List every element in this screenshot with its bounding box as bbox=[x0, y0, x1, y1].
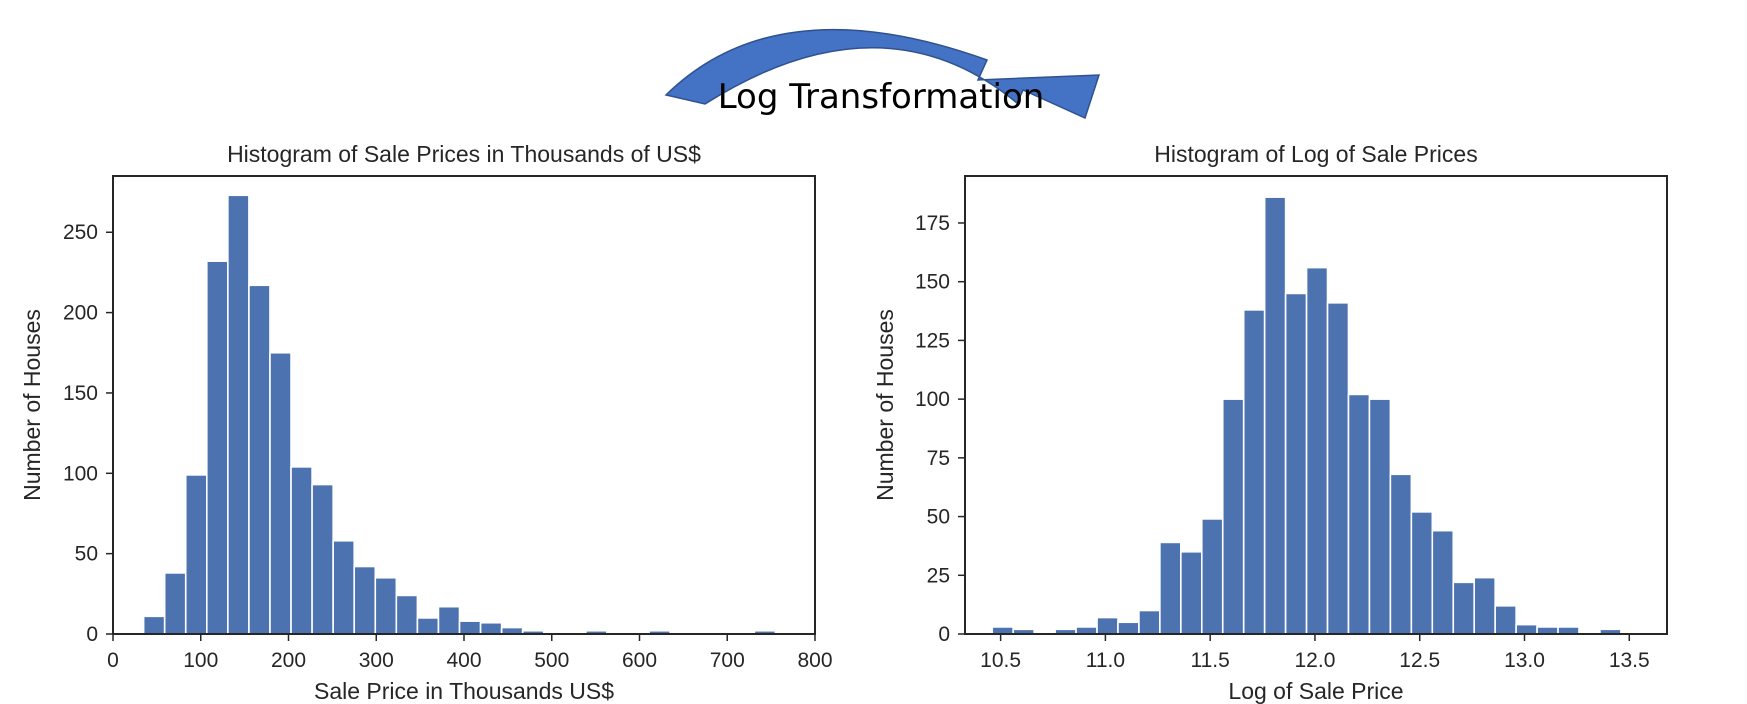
histogram-bar bbox=[227, 194, 250, 635]
histogram-bar bbox=[269, 351, 292, 635]
histogram-bar bbox=[1221, 398, 1245, 635]
x-ticks-left: 0 100 200 300 400 500 600 700 800 bbox=[107, 634, 833, 672]
histogram-bar bbox=[311, 483, 334, 635]
x-tick-label: 700 bbox=[710, 649, 745, 672]
y-tick-label: 0 bbox=[86, 623, 98, 646]
x-axis-label-left: Sale Price in Thousands US$ bbox=[314, 678, 614, 704]
x-ticks-right: 10.5 11.0 11.5 12.0 12.5 13.0 13.5 bbox=[980, 634, 1650, 672]
y-tick-label: 25 bbox=[927, 564, 950, 587]
histogram-bar bbox=[1536, 626, 1559, 635]
y-tick-label: 100 bbox=[915, 388, 950, 411]
chart-left: Histogram of Sale Prices in Thousands of… bbox=[19, 141, 833, 704]
histogram-bar bbox=[332, 539, 356, 635]
curved-arrow-icon bbox=[664, 28, 1101, 120]
y-tick-label: 150 bbox=[915, 271, 950, 294]
y-tick-label: 100 bbox=[63, 462, 98, 485]
histogram-bar bbox=[395, 594, 419, 635]
histogram-bar bbox=[1305, 266, 1329, 635]
y-ticks-right: 0 25 50 75 100 125 150 175 bbox=[915, 212, 965, 646]
histogram-bar bbox=[142, 615, 166, 635]
log-transformation-label: Log Transformation bbox=[718, 77, 1045, 117]
histogram-bar bbox=[1410, 511, 1434, 635]
x-tick-label: 800 bbox=[797, 649, 832, 672]
x-tick-label: 11.0 bbox=[1086, 649, 1125, 672]
y-tick-label: 50 bbox=[927, 506, 950, 529]
histogram-bar bbox=[1284, 292, 1308, 635]
histogram-bar bbox=[991, 626, 1014, 635]
histogram-bar bbox=[1368, 398, 1392, 635]
plot-frame-right bbox=[964, 175, 1668, 635]
histogram-bar bbox=[437, 605, 461, 635]
y-ticks-left: 0 50 100 150 200 250 bbox=[63, 221, 113, 646]
x-tick-label: 0 bbox=[107, 649, 119, 672]
y-tick-label: 175 bbox=[915, 212, 950, 235]
x-tick-label: 11.5 bbox=[1191, 649, 1230, 672]
histogram-bar bbox=[1431, 529, 1455, 635]
histogram-bar bbox=[374, 576, 398, 635]
x-tick-label: 12.0 bbox=[1295, 649, 1336, 672]
x-tick-label: 13.5 bbox=[1609, 649, 1650, 672]
y-axis-label-right: Number of Houses bbox=[872, 309, 898, 501]
histogram-bar bbox=[1242, 309, 1266, 635]
y-tick-label: 75 bbox=[927, 447, 950, 470]
x-tick-label: 10.5 bbox=[980, 649, 1021, 672]
x-tick-label: 100 bbox=[183, 649, 218, 672]
y-tick-label: 200 bbox=[63, 302, 98, 325]
x-tick-label: 500 bbox=[534, 649, 569, 672]
histogram-bar bbox=[1347, 393, 1371, 635]
histogram-bar bbox=[1557, 626, 1580, 635]
x-tick-label: 300 bbox=[359, 649, 394, 672]
histogram-bar bbox=[1494, 605, 1517, 635]
chart-right: Histogram of Log of Sale Prices 10.5 11.0… bbox=[872, 141, 1668, 704]
histogram-bar bbox=[479, 621, 503, 635]
histogram-bar bbox=[1326, 302, 1350, 635]
x-tick-label: 400 bbox=[446, 649, 481, 672]
histogram-bar bbox=[1389, 473, 1413, 635]
histogram-bar bbox=[1200, 518, 1224, 635]
y-tick-label: 250 bbox=[63, 221, 98, 244]
y-tick-label: 50 bbox=[75, 543, 98, 566]
x-tick-label: 12.5 bbox=[1399, 649, 1440, 672]
y-tick-label: 0 bbox=[938, 623, 950, 646]
histogram-bar bbox=[1075, 626, 1098, 635]
x-tick-label: 600 bbox=[622, 649, 657, 672]
histogram-bar bbox=[1452, 581, 1476, 635]
histogram-bar bbox=[1138, 609, 1161, 635]
y-tick-label: 150 bbox=[63, 382, 98, 405]
chart-title-right: Histogram of Log of Sale Prices bbox=[1154, 141, 1477, 167]
plot-frame-left bbox=[112, 175, 816, 635]
histogram-bar bbox=[353, 565, 377, 635]
histogram-bar bbox=[290, 466, 313, 635]
log-transformation-arrow: Log Transformation bbox=[664, 28, 1101, 120]
histogram-bar bbox=[1263, 196, 1287, 635]
histogram-bar bbox=[416, 617, 440, 635]
histogram-bar bbox=[1473, 576, 1496, 635]
histogram-bar bbox=[184, 474, 208, 635]
histogram-bar bbox=[1180, 550, 1203, 635]
x-axis-label-right: Log of Sale Price bbox=[1228, 678, 1403, 704]
histogram-bar bbox=[163, 572, 187, 635]
histogram-bar bbox=[1515, 623, 1538, 635]
bars-left bbox=[142, 194, 777, 635]
bars-right bbox=[991, 196, 1622, 635]
histogram-bar bbox=[248, 284, 271, 635]
histogram-bar bbox=[458, 620, 482, 635]
x-tick-label: 13.0 bbox=[1504, 649, 1545, 672]
chart-title-left: Histogram of Sale Prices in Thousands of… bbox=[227, 141, 701, 167]
y-axis-label-left: Number of Houses bbox=[19, 309, 45, 501]
histogram-bar bbox=[1117, 621, 1140, 635]
y-tick-label: 125 bbox=[915, 329, 950, 352]
histogram-bar bbox=[206, 260, 229, 635]
x-tick-label: 200 bbox=[271, 649, 306, 672]
histogram-bar bbox=[1096, 616, 1119, 635]
histogram-bar bbox=[1159, 541, 1182, 635]
